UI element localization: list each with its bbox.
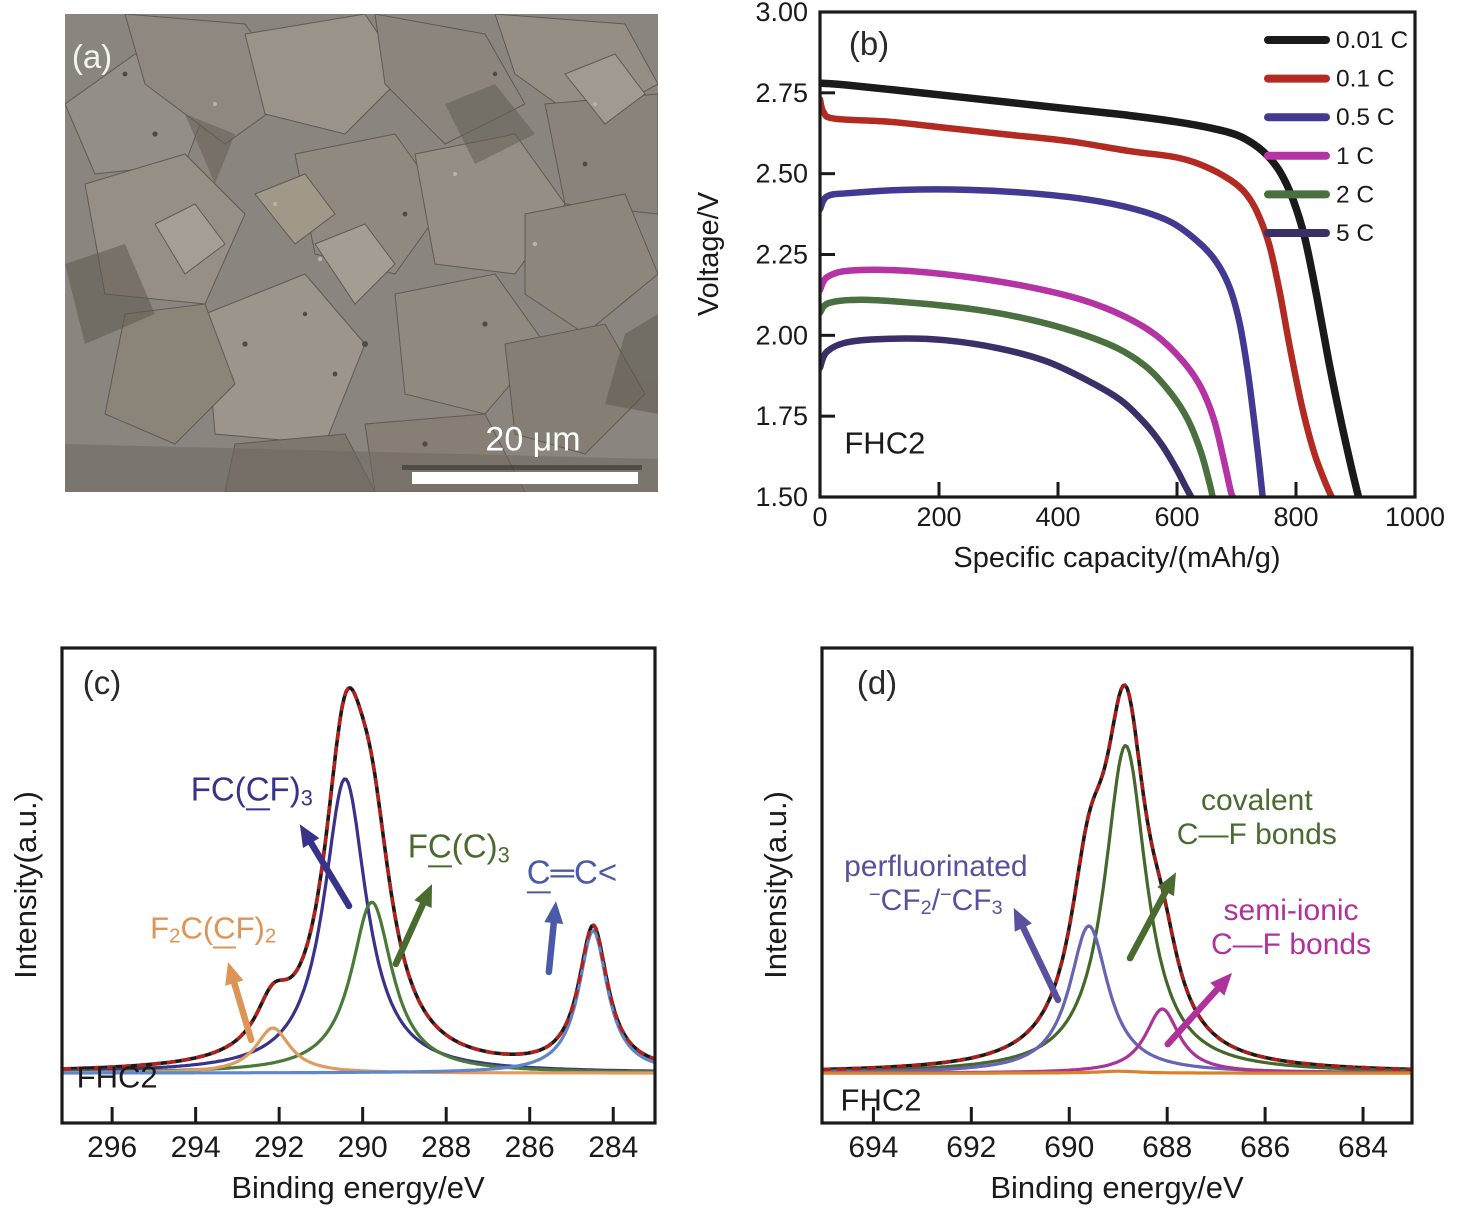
x-tick-label: 0	[812, 502, 827, 532]
sem-highlights	[213, 102, 597, 262]
scale-bar-label: 20 μm	[485, 420, 581, 459]
perfluorinated-label: perfluorinated −CF2/−CF3	[844, 850, 1028, 920]
x-axis-label: Specific capacity/(mAh/g)	[953, 542, 1280, 574]
component-baseline	[822, 1069, 1412, 1075]
x-tick-label: 694	[848, 1131, 898, 1164]
scale-bar-shadow	[402, 465, 642, 470]
plot-frame	[818, 10, 1417, 499]
annotation-arrow-shaft	[1015, 915, 1062, 1004]
annotation-arrow-head	[1210, 972, 1233, 996]
x-tick-label: 284	[588, 1131, 638, 1164]
panel-b-letter: (b)	[848, 25, 890, 62]
semi-ionic-label: semi-ionic C—F bonds	[1211, 893, 1372, 961]
x-tick-label: 200	[916, 502, 961, 532]
annotation-arrow-head	[544, 901, 564, 925]
series-2-C	[820, 296, 1216, 497]
sample-label: FHC2	[840, 1082, 922, 1118]
x-tick-label: 684	[1338, 1131, 1388, 1164]
y-axis-label: Voltage/V	[693, 191, 725, 316]
panel-c: 296 294 292 290 288 286 284 Binding energy/eV In…	[0, 620, 740, 1220]
annotation-arrow-shaft	[392, 891, 431, 968]
legend-label: 2 C	[1336, 181, 1374, 208]
y-tick-label: 1.75	[755, 401, 808, 431]
panel-a: 20 μm	[64, 13, 659, 493]
x-tick-label: 692	[946, 1131, 996, 1164]
sem-texture	[64, 13, 659, 493]
y-axis-label: Intensity(a.u.)	[758, 791, 793, 979]
series-5-C	[820, 335, 1195, 497]
y-tick-label: 3.00	[755, 0, 808, 27]
x-tick-label: 688	[1142, 1131, 1192, 1164]
panel-c-letter: (c)	[82, 664, 122, 701]
sem-image	[64, 13, 659, 493]
x-tick-label: 400	[1035, 502, 1080, 532]
legend-label: 1 C	[1336, 143, 1374, 170]
component-semi-ionic-C-F-bonds	[822, 1007, 1412, 1075]
annotation-arrow-head	[1157, 872, 1176, 897]
fc-cf3-label: FC(CF)3	[190, 770, 313, 811]
series-0.01-C	[820, 79, 1363, 497]
x-tick-label: 686	[1240, 1131, 1290, 1164]
x-tick-label: 296	[87, 1131, 137, 1164]
sem-pores	[122, 71, 588, 447]
series-0.1-C	[820, 96, 1335, 497]
annotation-arrow-head	[225, 961, 244, 986]
annotation-arrow-head	[414, 884, 433, 909]
annotation-arrow-head	[299, 824, 320, 848]
y-tick-label: 2.25	[755, 240, 808, 270]
y-tick-label: 2.50	[755, 159, 808, 189]
covalent-label: covalent C—F bonds	[1176, 784, 1337, 852]
annotation-arrow-head	[1013, 907, 1032, 932]
series-1-C	[820, 266, 1237, 497]
annotation-arrow-shaft	[228, 970, 255, 1044]
legend-label: 0.01 C	[1336, 27, 1408, 54]
x-axis-label: Binding energy/eV	[231, 1170, 485, 1205]
component-covalent-C-F-bonds	[822, 743, 1413, 1073]
plot-frame	[820, 646, 1414, 1125]
x-tick-label: 290	[338, 1131, 388, 1164]
scale-bar	[412, 472, 638, 484]
series-group	[820, 79, 1363, 497]
y-tick-label: 2.00	[755, 320, 808, 350]
annotation-arrow-shaft	[302, 831, 353, 910]
x-tick-label: 600	[1154, 502, 1199, 532]
x-tick-label: 1000	[1385, 502, 1445, 532]
x-tick-label: 294	[171, 1131, 221, 1164]
f2c-cf2-label: F2C(CF)2	[150, 910, 277, 949]
panel-d-letter: (d)	[856, 664, 898, 701]
x-tick-label: 288	[421, 1131, 471, 1164]
y-tick-label: 1.50	[755, 482, 808, 512]
annotation-arrow-shaft	[1126, 879, 1174, 962]
annotation-arrow-shaft	[1164, 978, 1228, 1048]
legend-label: 0.5 C	[1336, 104, 1395, 131]
panel-d: 694 692 690 688 686 684 Binding energy/eV Inten…	[740, 620, 1471, 1220]
sample-label: FHC2	[76, 1059, 158, 1095]
series-0.5-C	[820, 186, 1266, 497]
y-tick-label: 2.75	[755, 78, 808, 108]
sample-label: FHC2	[844, 425, 926, 461]
legend-label: 5 C	[1336, 220, 1374, 247]
plot-frame	[60, 646, 657, 1125]
x-tick-label: 690	[1044, 1131, 1094, 1164]
envelope-curve	[821, 683, 1412, 1072]
chart-c-canvas: 296 294 292 290 288 286 284 Binding energy/eV In…	[8, 646, 657, 1205]
component-C-C-	[62, 929, 656, 1075]
fc-c3-label: FC(C)3	[407, 827, 510, 868]
legend-label: 0.1 C	[1336, 66, 1395, 93]
x-tick-label: 286	[505, 1131, 555, 1164]
chart-b-canvas: 3.00 2.75 2.50 2.25 2.00 1.75 1.500 200 400 600 80…	[693, 0, 1445, 574]
experimental-curve	[61, 686, 656, 1071]
x-axis-label: Binding energy/eV	[990, 1170, 1244, 1205]
panel-a-letter: (a)	[71, 38, 113, 75]
c-double-bond-label: C═C<	[526, 853, 617, 894]
y-axis-label: Intensity(a.u.)	[8, 791, 43, 979]
chart-d-canvas: 694 692 690 688 686 684 Binding energy/eV Inten…	[758, 646, 1414, 1205]
x-tick-label: 800	[1273, 502, 1318, 532]
x-tick-label: 292	[254, 1131, 304, 1164]
panel-b: 3.00 2.75 2.50 2.25 2.00 1.75 1.50 0 200 400 600 80…	[690, 0, 1471, 600]
